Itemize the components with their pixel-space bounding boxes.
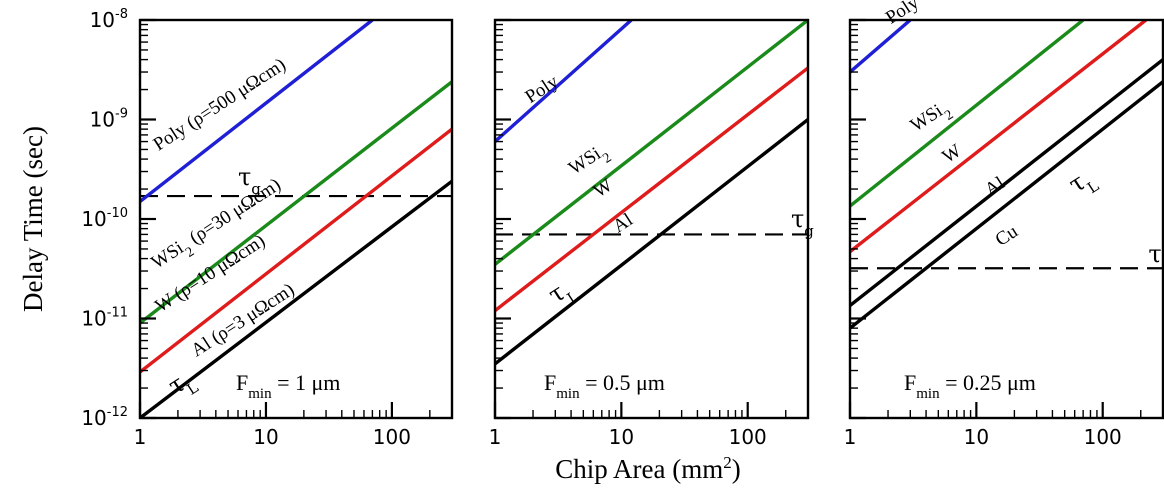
panel-1-x-tick-label: 10 bbox=[253, 425, 278, 449]
panel-1-fmin-label: Fmin = 1 μm bbox=[236, 370, 340, 402]
panel-1-plot-area bbox=[140, 20, 452, 418]
panel-3-series-label-1: Poly bbox=[882, 0, 923, 29]
panel-3-series-label-5: Cu bbox=[992, 221, 1022, 251]
panel-3-series-line-4 bbox=[850, 58, 1163, 307]
panel-1-tau-g-label: τg bbox=[238, 163, 261, 198]
panel-3-series-label-2: WSi2 bbox=[907, 97, 956, 142]
panel-1-series-line-4 bbox=[140, 179, 452, 418]
panel-2-x-tick-label: 100 bbox=[729, 425, 767, 449]
panel-3-plot-area bbox=[850, 20, 1163, 330]
y-tick-label: 10-11 bbox=[81, 306, 128, 331]
panel-3-x-tick-label: 1 bbox=[844, 425, 857, 449]
x-axis-title: Chip Area (mm2) bbox=[555, 453, 740, 484]
y-axis-title: Delay Time (sec) bbox=[18, 126, 48, 312]
y-tick-label: 10-12 bbox=[81, 405, 128, 430]
y-tick-label: 10-8 bbox=[90, 7, 128, 32]
panel-3-series-label-4: Al bbox=[981, 173, 1008, 201]
panel-2-series-line-2 bbox=[495, 20, 808, 266]
panel-2-series-line-1 bbox=[495, 20, 633, 143]
panel-3-series-line-2 bbox=[850, 20, 1085, 208]
panel-1-tau-l-label: τL bbox=[163, 364, 202, 406]
panel-3-x-tick-label: 100 bbox=[1084, 425, 1122, 449]
panel-1-series-line-1 bbox=[140, 20, 374, 203]
panel-2-tau-l-label: τL bbox=[543, 273, 582, 315]
panel-2-series-label-1: Poly bbox=[522, 71, 563, 108]
panel-2-series-line-3 bbox=[495, 66, 808, 312]
panel-3-series-line-3 bbox=[850, 20, 1148, 253]
panel-3-fmin-label: Fmin = 0.25 μm bbox=[904, 370, 1036, 402]
panel-2-plot-area bbox=[495, 20, 808, 366]
panel-3-series-line-1 bbox=[850, 20, 912, 74]
panel-3-x-tick-label: 10 bbox=[964, 425, 989, 449]
panel-2-fmin-label: Fmin = 0.5 μm bbox=[544, 370, 665, 402]
panel-3-tau-g-label: τg bbox=[1148, 240, 1164, 275]
panel-1-x-tick-label: 100 bbox=[373, 425, 411, 449]
panel-2-series-label-4: Al bbox=[609, 209, 636, 237]
panel-2-series-label-3: W bbox=[590, 175, 617, 202]
panel-3-tau-l-label: τL bbox=[1064, 162, 1103, 204]
panel-1-series-line-2 bbox=[140, 80, 452, 325]
panel-2-tau-g-label: τg bbox=[791, 205, 814, 240]
panel-2-series-line-4 bbox=[495, 118, 808, 366]
panel-3-series-line-5 bbox=[850, 80, 1163, 330]
panel-1-x-tick-label: 1 bbox=[134, 425, 147, 449]
panel-1-series-line-3 bbox=[140, 127, 452, 374]
y-tick-label: 10-10 bbox=[81, 206, 128, 231]
y-tick-label: 10-9 bbox=[90, 107, 128, 132]
panel-2-x-tick-label: 10 bbox=[609, 425, 634, 449]
panel-2-x-tick-label: 1 bbox=[489, 425, 502, 449]
